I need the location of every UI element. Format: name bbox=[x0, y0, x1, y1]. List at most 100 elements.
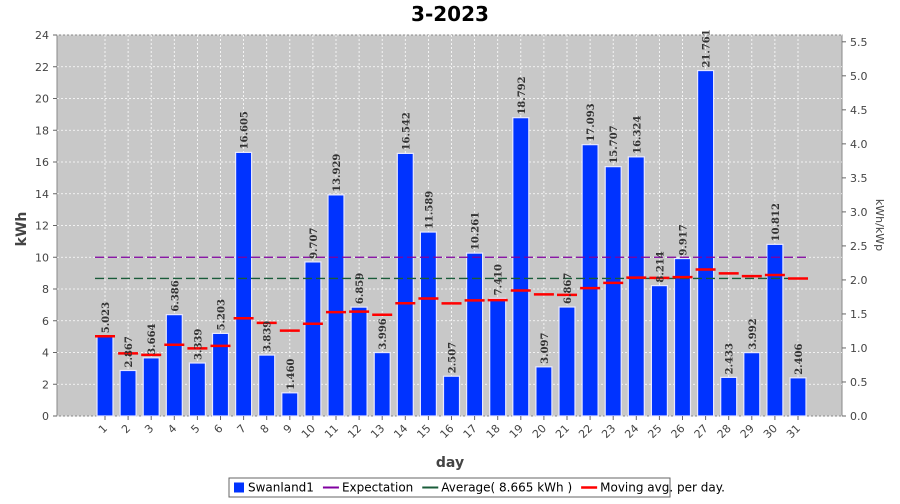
data-label: 3.839 bbox=[263, 321, 274, 352]
bar bbox=[512, 117, 530, 417]
y-tick-label: 18 bbox=[35, 124, 49, 137]
x-tick-label: 9 bbox=[281, 422, 295, 436]
legend-box bbox=[228, 477, 671, 498]
x-tick-label: 12 bbox=[345, 422, 364, 441]
data-label: 16.605 bbox=[240, 111, 251, 149]
data-label: 10.261 bbox=[471, 212, 482, 250]
bar bbox=[281, 392, 299, 417]
bar bbox=[258, 354, 276, 417]
y2-tick-label: 0.5 bbox=[850, 376, 868, 389]
bar bbox=[696, 69, 715, 417]
x-tick-label: 16 bbox=[438, 422, 457, 441]
bar bbox=[673, 257, 692, 417]
x-tick-label: 11 bbox=[322, 422, 341, 441]
bar bbox=[581, 144, 599, 417]
data-label: 17.093 bbox=[586, 103, 597, 141]
data-label: 3.097 bbox=[540, 332, 551, 363]
x-axis-ticks: 1 2 3 4 5 6 7 8 9 10 11 12 13 14 15 16 17 18 19 20 21 22 23 24 2… bbox=[96, 416, 803, 441]
data-label: 21.761 bbox=[702, 29, 713, 67]
x-tick-label: 19 bbox=[507, 422, 526, 441]
y-axis-label: kWh bbox=[14, 212, 30, 247]
x-tick-label: 28 bbox=[715, 422, 734, 441]
x-tick-label: 15 bbox=[414, 422, 433, 441]
x-tick-label: 2 bbox=[119, 422, 133, 436]
y2-tick-label: 2.0 bbox=[850, 274, 868, 287]
y-tick-label: 24 bbox=[35, 29, 49, 42]
x-tick-label: 1 bbox=[96, 422, 110, 436]
y-tick-label: 12 bbox=[35, 220, 49, 233]
data-label: 2.433 bbox=[725, 343, 736, 374]
chart-title: 3-2023 bbox=[411, 2, 489, 26]
x-axis-label: day bbox=[436, 455, 464, 471]
y-tick-label: 14 bbox=[35, 188, 49, 201]
bar bbox=[419, 231, 437, 417]
data-label: 2.867 bbox=[124, 336, 135, 367]
y2-tick-label: 5.5 bbox=[850, 36, 868, 49]
bar bbox=[188, 362, 206, 417]
data-label: 8.214 bbox=[655, 251, 666, 282]
data-label: 3.339 bbox=[193, 329, 204, 360]
bar bbox=[142, 357, 160, 417]
x-tick-label: 7 bbox=[235, 422, 249, 436]
y2-tick-label: 4.5 bbox=[850, 104, 868, 117]
bar bbox=[627, 156, 645, 417]
data-label: 7.410 bbox=[494, 264, 505, 295]
bar bbox=[327, 194, 345, 417]
x-tick-label: 21 bbox=[553, 422, 572, 441]
x-tick-label: 3 bbox=[142, 422, 156, 436]
bar-series bbox=[96, 69, 807, 417]
data-label: 16.324 bbox=[632, 116, 643, 154]
y-tick-label: 6 bbox=[42, 315, 49, 328]
bar bbox=[373, 351, 391, 417]
x-tick-label: 24 bbox=[622, 422, 641, 441]
y2-tick-label: 2.5 bbox=[850, 240, 868, 253]
y2-tick-label: 3.5 bbox=[850, 172, 868, 185]
data-label: 6.867 bbox=[563, 273, 574, 304]
x-tick-label: 5 bbox=[188, 422, 202, 436]
bar bbox=[604, 166, 622, 417]
y-tick-label: 8 bbox=[42, 283, 49, 296]
bar bbox=[766, 243, 784, 417]
y2-tick-label: 3.0 bbox=[850, 206, 868, 219]
data-label: 2.406 bbox=[794, 343, 805, 374]
y2-axis-ticks: 0.0 0.5 1.0 1.5 2.0 2.5 3.0 3.5 4.0 4.5 5.0 5.5 bbox=[842, 36, 868, 423]
y-tick-label: 4 bbox=[42, 347, 49, 360]
y2-tick-label: 1.5 bbox=[850, 308, 868, 321]
data-label: 3.664 bbox=[147, 323, 158, 354]
bar bbox=[650, 285, 669, 417]
bar bbox=[789, 377, 807, 417]
data-label: 13.929 bbox=[332, 154, 343, 192]
x-tick-label: 17 bbox=[461, 422, 480, 441]
x-tick-label: 8 bbox=[258, 422, 272, 436]
y-tick-label: 0 bbox=[42, 410, 49, 423]
data-label: 9.707 bbox=[309, 228, 320, 259]
bar bbox=[304, 261, 322, 417]
y-tick-label: 10 bbox=[35, 251, 49, 264]
x-tick-label: 4 bbox=[165, 422, 179, 436]
data-label: 1.460 bbox=[286, 358, 297, 389]
bar bbox=[235, 151, 253, 417]
x-tick-label: 25 bbox=[645, 422, 664, 441]
legend-label: Swanland1 bbox=[248, 481, 314, 495]
x-tick-label: 10 bbox=[299, 422, 318, 441]
y-tick-label: 2 bbox=[42, 378, 49, 391]
data-label: 10.812 bbox=[771, 203, 782, 241]
data-label: 6.386 bbox=[170, 280, 181, 311]
x-tick-label: 14 bbox=[391, 422, 410, 441]
x-tick-label: 31 bbox=[784, 422, 803, 441]
data-label: 11.589 bbox=[424, 191, 435, 229]
data-label: 5.023 bbox=[101, 302, 112, 333]
bar bbox=[165, 314, 183, 417]
bar bbox=[743, 352, 761, 417]
bar bbox=[720, 376, 738, 417]
y2-tick-label: 4.0 bbox=[850, 138, 868, 151]
moving-average-markers bbox=[95, 268, 808, 357]
y2-tick-label: 0.0 bbox=[850, 410, 868, 423]
y2-tick-label: 1.0 bbox=[850, 342, 868, 355]
bar bbox=[119, 369, 137, 417]
y2-axis-label: kWh/kWp bbox=[873, 199, 886, 251]
reference-lines bbox=[95, 256, 808, 280]
bar bbox=[96, 335, 114, 417]
